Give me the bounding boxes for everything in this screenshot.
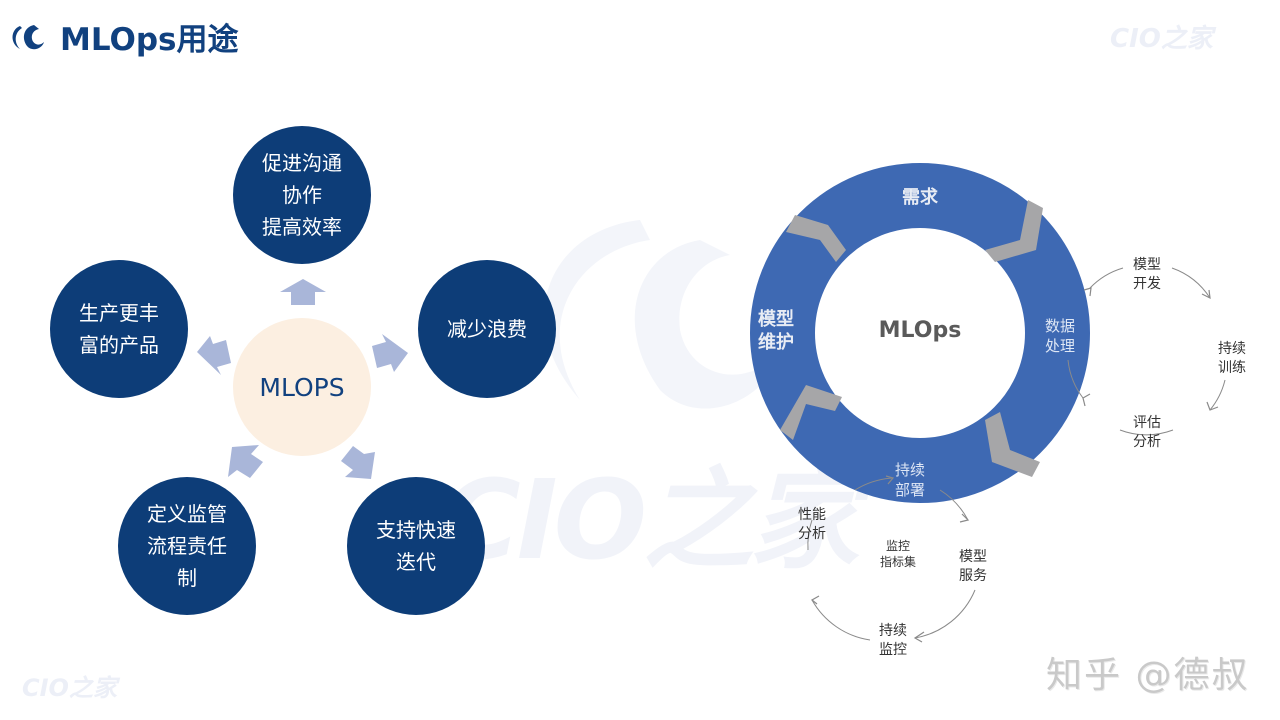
cycle-line: 持续 — [879, 623, 907, 639]
cycle-line: 指标集 — [879, 555, 916, 569]
node-line: 流程责任 — [147, 534, 227, 558]
page-title: MLOps用途 — [60, 22, 239, 58]
arrow-upper-left-icon — [197, 336, 231, 375]
dev-cycle-model-development: 模型 开发 — [1122, 256, 1172, 294]
segment-line: 持续 — [894, 461, 925, 479]
arrows-layer — [197, 279, 408, 479]
segment-line: 需求 — [902, 187, 938, 208]
node-line: 定义监管 — [147, 502, 227, 526]
ops-cycle-continuous-monitoring: 持续 监控 — [868, 622, 918, 660]
node-line: 减少浪费 — [447, 317, 527, 341]
segment-data-processing: 数据 处理 — [1035, 316, 1085, 356]
node-fast-iteration: 支持快速 迭代 — [347, 477, 485, 615]
node-line: 提高效率 — [262, 215, 342, 239]
ring-band — [750, 163, 1090, 503]
ops-cycle-performance-analysis: 性能 分析 — [787, 506, 837, 544]
segment-line: 维护 — [758, 332, 794, 353]
dev-cycle-continuous-training: 持续 训练 — [1207, 340, 1257, 378]
segment-line: 处理 — [1044, 337, 1075, 355]
dev-cycle-evaluation: 评估 分析 — [1122, 414, 1172, 452]
segment-line: 模型 — [758, 309, 794, 330]
watermark-top-right: CIO之家 — [1110, 24, 1213, 54]
segment-model-maintenance: 模型 维护 — [750, 308, 802, 354]
segment-line: 数据 — [1044, 317, 1075, 335]
node-line: 制 — [177, 566, 197, 590]
node-line: 促进沟通 — [262, 151, 342, 175]
zhihu-watermark: 知乎 @德叔 — [1046, 655, 1250, 696]
cycle-line: 持续 — [1218, 341, 1246, 357]
arrow-up-icon — [280, 279, 326, 305]
mlops-center-node: MLOPS — [233, 318, 371, 456]
watermark-center: CIO之家 — [440, 456, 859, 584]
node-reduce-waste: 减少浪费 — [418, 260, 556, 398]
ring-center-label: MLOps — [878, 318, 962, 343]
node-line: 富的产品 — [79, 333, 159, 357]
node-line: 协作 — [282, 183, 322, 207]
watermark-swirl-icon — [544, 220, 780, 409]
cycle-line: 监控 — [879, 642, 907, 658]
node-communication: 促进沟通 协作 提高效率 — [233, 126, 371, 264]
arrow-lower-right-icon — [341, 446, 375, 479]
segment-continuous-deployment: 持续 部署 — [885, 460, 935, 500]
center-label: MLOPS — [259, 372, 345, 402]
watermark-bottom-left: CIO之家 — [22, 674, 117, 702]
node-richer-products: 生产更丰 富的产品 — [50, 260, 188, 398]
cycle-line: 服务 — [959, 568, 987, 584]
node-line: 生产更丰 — [79, 301, 159, 325]
swirl-logo-icon — [12, 25, 44, 50]
node-governance: 定义监管 流程责任 制 — [118, 477, 256, 615]
segment-line: 部署 — [894, 481, 925, 499]
ops-cycle-model-serving: 模型 服务 — [948, 548, 998, 586]
node-line: 支持快速 — [376, 518, 456, 542]
cycle-line: 评估 — [1133, 415, 1161, 431]
cycle-line: 分析 — [798, 526, 826, 542]
lifecycle-ring — [750, 163, 1226, 643]
cycle-line: 监控 — [885, 539, 910, 553]
cycle-line: 开发 — [1133, 276, 1161, 292]
cycle-line: 分析 — [1133, 434, 1161, 450]
ops-cycle-center-metrics: 监控 指标集 — [868, 538, 928, 570]
node-line: 迭代 — [396, 550, 436, 574]
chevron-icons — [780, 200, 1043, 477]
cycle-line: 训练 — [1218, 360, 1246, 376]
cycle-line: 性能 — [798, 507, 826, 523]
arrow-upper-right-icon — [372, 334, 408, 372]
segment-requirements: 需求 — [890, 186, 950, 209]
cycle-arrowheads — [810, 287, 1219, 643]
cycle-line: 模型 — [959, 549, 987, 565]
cycle-line: 模型 — [1133, 257, 1161, 273]
arrow-lower-left-icon — [228, 445, 263, 478]
